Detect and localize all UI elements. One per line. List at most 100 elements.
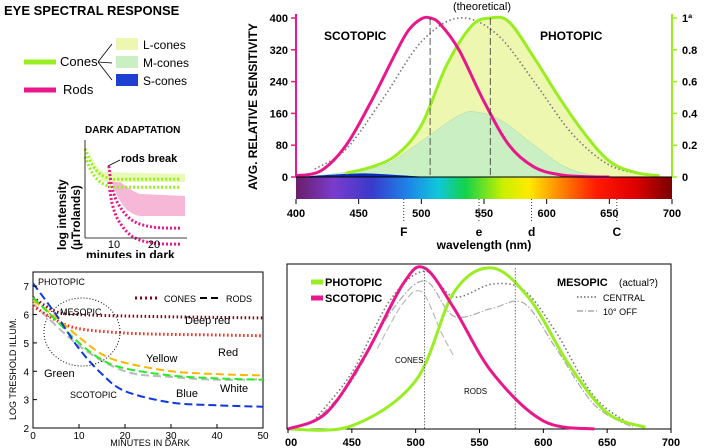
dark-adapt-xtick-20: 20 xyxy=(148,239,160,251)
meso-scotopic-label: SCOTOPIC xyxy=(325,293,382,305)
thr-mesopic-label: MESOPIC xyxy=(60,307,102,317)
thr-label-green: Green xyxy=(44,368,75,380)
thr-ylabel: LOG TRESHOLD ILLUM. xyxy=(8,318,18,420)
thr-legend-rods: RODS xyxy=(226,294,252,304)
dark-adapt-ylabel: log intensity xyxy=(55,179,69,250)
x-tick-label: 600 xyxy=(537,208,555,220)
legend-lcone-label: L-cones xyxy=(143,38,186,52)
meso-cones-curve xyxy=(376,289,455,357)
scotopic-label: SCOTOPIC xyxy=(324,29,387,43)
x-tick-label: 650 xyxy=(600,208,618,220)
meso-off-label: 10° OFF xyxy=(603,307,638,317)
thr-ytick-label: 6 xyxy=(23,311,29,322)
rods-break-label: rods break xyxy=(121,153,178,165)
page-title: EYE SPECTRAL RESPONSE xyxy=(4,3,180,18)
dark-adapt-cone-low xyxy=(83,156,181,189)
meso-scotopic-curve xyxy=(287,265,595,431)
meso-xtick-label: 550 xyxy=(470,437,488,448)
threshold-axes: 7 6 5 4 3 20 10 20 30 40 50 xyxy=(23,282,269,442)
dark-adapt-xlabel: minutes in dark xyxy=(86,248,175,258)
thr-ytick-label: 2 xyxy=(23,424,29,435)
thr-curve-white xyxy=(32,302,264,381)
mesopic-ellipse xyxy=(43,297,121,367)
meso-cones-label: CONES xyxy=(395,356,423,365)
thr-label-blue: Blue xyxy=(176,388,198,400)
left-tick-label: 80 xyxy=(276,140,288,152)
thr-xtick-label: 0 xyxy=(30,431,36,442)
main-ylabel: AVG. RELATIVE SENSITIVITY xyxy=(246,23,260,190)
meso-mesopic-note: (actual?) xyxy=(619,278,658,289)
right-tick-label: 0.6 xyxy=(682,77,697,89)
thr-ytick-label: 4 xyxy=(23,367,29,378)
meso-xtick-label: 400 xyxy=(285,437,297,448)
left-tick-label: 240 xyxy=(270,77,288,89)
cone-band xyxy=(88,150,185,182)
meso-photopic-label: PHOTOPIC xyxy=(325,277,382,289)
right-tick-label: 0 xyxy=(682,172,688,184)
theoretical-note: (theoretical) xyxy=(453,1,511,13)
thr-xlabel: MINUTES IN DARK xyxy=(110,438,190,448)
mesopic-chart: PHOTOPIC SCOTOPIC MESOPIC (actual?) CENT… xyxy=(285,263,680,448)
dark-adaptation-chart: DARK ADAPTATION rods break 10 20 minutes… xyxy=(55,125,187,258)
left-tick-label: 160 xyxy=(270,108,288,120)
legend-scone-label: S-cones xyxy=(143,74,187,88)
lcone-swatch xyxy=(116,38,138,50)
dark-adapt-curves xyxy=(83,148,181,246)
thr-label-deep-red: Deep red xyxy=(185,315,230,327)
marker-label-e: e xyxy=(476,225,483,239)
meso-mesopic-label: MESOPIC xyxy=(557,277,608,289)
thr-curve-deep-red xyxy=(32,296,264,320)
dark-adapt-xtick-10: 10 xyxy=(108,239,120,251)
meso-xtick-label: 600 xyxy=(534,437,552,448)
meso-xtick-label: 500 xyxy=(406,437,424,448)
meso-xtick-label: 450 xyxy=(343,437,361,448)
thr-ytick-label: 5 xyxy=(23,339,29,350)
right-tick-label: 1ª xyxy=(682,13,693,25)
x-tick-label: 400 xyxy=(287,208,305,220)
thr-xtick-label: 20 xyxy=(119,431,131,442)
lcone-area xyxy=(296,17,672,178)
mesopic-curves xyxy=(287,265,647,432)
meso-xtick-label: 650 xyxy=(598,437,616,448)
right-tick-label: 0.2 xyxy=(682,140,697,152)
legend-rods: Rods xyxy=(24,82,94,97)
legend-rods-label: Rods xyxy=(63,82,94,97)
thr-scotopic-label: SCOTOPIC xyxy=(70,390,117,400)
dark-adapt-title: DARK ADAPTATION xyxy=(85,125,180,136)
scotopic-curve xyxy=(295,15,610,179)
legend: Cones L-cones M-cones S-cones xyxy=(24,38,189,88)
main-curves xyxy=(295,15,672,179)
x-tick-label: 550 xyxy=(475,208,493,220)
x-tick-label: 700 xyxy=(663,208,681,220)
mcone-swatch xyxy=(116,56,138,68)
marker-label-d: d xyxy=(528,225,535,239)
main-xlabel: wavelength (nm) xyxy=(436,238,532,252)
meso-rods-label: RODS xyxy=(464,387,487,396)
right-tick-label: 0.4 xyxy=(682,108,698,120)
thr-xtick-label: 50 xyxy=(257,431,269,442)
thr-ytick-label: 7 xyxy=(23,282,29,293)
x-tick-label: 450 xyxy=(349,208,367,220)
thr-label-yellow: Yellow xyxy=(146,353,177,365)
thr-xtick-label: 30 xyxy=(165,431,177,442)
marker-label-F: F xyxy=(400,225,407,239)
spectrum-bar xyxy=(296,177,672,199)
thr-photopic-label: PHOTOPIC xyxy=(38,277,85,287)
thr-ytick-label: 3 xyxy=(23,396,29,407)
thr-xtick-label: 10 xyxy=(73,431,85,442)
legend-mcone-label: M-cones xyxy=(143,56,189,70)
right-tick-label: 0.8 xyxy=(682,45,697,57)
thr-legend-cones: CONES xyxy=(164,294,196,304)
dark-adapt-cone-curve xyxy=(83,148,181,181)
threshold-chart: 7 6 5 4 3 20 10 20 30 40 50 PHOTOPIC MESOPIC SCOTO… xyxy=(8,271,269,448)
meso-xtick-label: 700 xyxy=(662,437,680,448)
dark-adapt-rod-curve xyxy=(107,165,181,230)
meso-central-label: CENTRAL xyxy=(603,293,645,303)
threshold-curves xyxy=(32,282,264,408)
thr-label-red: Red xyxy=(218,347,238,359)
rod-band xyxy=(108,166,185,216)
thr-curve-blue xyxy=(32,282,264,408)
legend-cones-label: Cones xyxy=(60,54,98,69)
photopic-label: PHOTOPIC xyxy=(540,29,603,43)
main-axes: 400 320 240 160 80 0 1ª 0.8 0.6 0.4 0.2 0 400 450 500 5… xyxy=(270,13,699,239)
